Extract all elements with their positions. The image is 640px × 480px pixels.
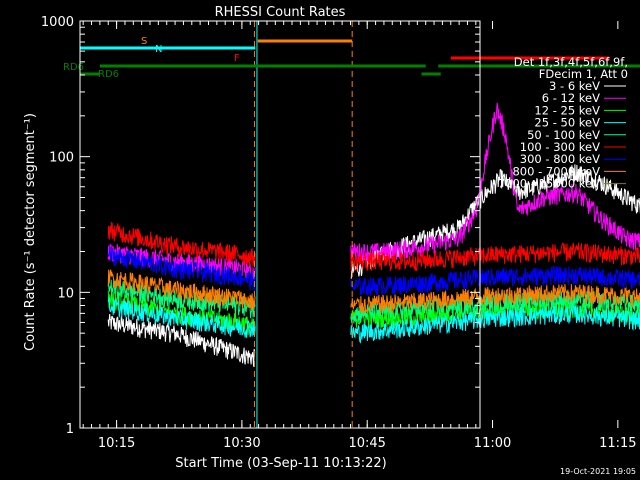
- y-tick-label: 100: [49, 151, 74, 166]
- series-line-6-12-kev: [107, 243, 256, 281]
- series-line-50-100-kev: [108, 279, 256, 319]
- marker-label-f: F: [234, 53, 240, 64]
- y-tick-label: 10: [57, 286, 74, 301]
- y-tick-label: 1000: [41, 15, 74, 30]
- series-line-800-7000-kev: [107, 269, 256, 311]
- legend-label-3-6-kev: 3 - 6 keV: [549, 79, 600, 93]
- series-line-50-100-kev-part-2: [350, 290, 640, 324]
- x-tick-label: 11:15: [599, 436, 636, 451]
- footer-timestamp: 19-Oct-2021 19:05: [560, 467, 636, 476]
- series-line-25-50-kev: [107, 297, 256, 338]
- legend-label-7000-15000-kev: 7000 - 15000 keV: [498, 177, 600, 191]
- legend-header-line-2: FDecim 1, Att 0: [539, 67, 628, 81]
- x-axis-label: Start Time (03-Sep-11 10:13:22): [175, 456, 386, 471]
- marker-label-rd6: RD6: [98, 69, 119, 80]
- x-tick-label: 10:45: [348, 436, 385, 451]
- marker-label-n: N: [155, 44, 162, 55]
- marker-label-rd6: RD6: [63, 62, 84, 73]
- axes-layer: 10:1510:3010:4511:0011:1511:3011:4511010…: [41, 15, 637, 451]
- x-tick-label: 10:30: [223, 436, 260, 451]
- chart-title: RHESSI Count Rates: [215, 5, 346, 20]
- legend-label-6-12-kev: 6 - 12 keV: [542, 91, 600, 105]
- series-line-3-6-kev: [107, 313, 256, 367]
- series-line-6-12-kev-part-2: [350, 102, 640, 262]
- y-axis-label: Count Rate (s⁻¹ detector segment⁻¹): [23, 113, 38, 351]
- legend-header-line-1: Det 1f,3f,4f,5f,6f,9f,: [514, 55, 628, 69]
- legend-label-50-100-kev: 50 - 100 keV: [527, 128, 600, 142]
- legend-label-300-800-kev: 300 - 800 keV: [520, 152, 600, 166]
- legend-label-12-25-kev: 12 - 25 keV: [534, 103, 600, 117]
- legend: Det 1f,3f,4f,5f,6f,9f, FDecim 1, Att 0 3…: [498, 55, 628, 191]
- legend-label-25-50-kev: 25 - 50 keV: [534, 116, 600, 130]
- series-line-800-7000-kev-part-2: [350, 284, 640, 314]
- legend-label-800-7000-kev: 800 - 7000 keV: [512, 164, 600, 178]
- legend-label-100-300-kev: 100 - 300 keV: [520, 140, 600, 154]
- x-tick-label: 10:15: [98, 436, 135, 451]
- series-line-300-800-kev-part-2: [350, 265, 640, 297]
- marker-label-s: S: [141, 36, 147, 47]
- series-curves: [107, 102, 640, 367]
- series-line-100-300-kev-part-2: [350, 242, 640, 271]
- y-tick-label: 1: [66, 422, 74, 437]
- plot-frame: [79, 20, 481, 429]
- series-line-3-6-kev-part-2: [350, 164, 640, 280]
- series-line-25-50-kev-part-2: [350, 304, 640, 344]
- series-line-300-800-kev: [107, 245, 256, 292]
- x-tick-label: 11:00: [474, 436, 511, 451]
- series-line-100-300-kev: [107, 221, 256, 267]
